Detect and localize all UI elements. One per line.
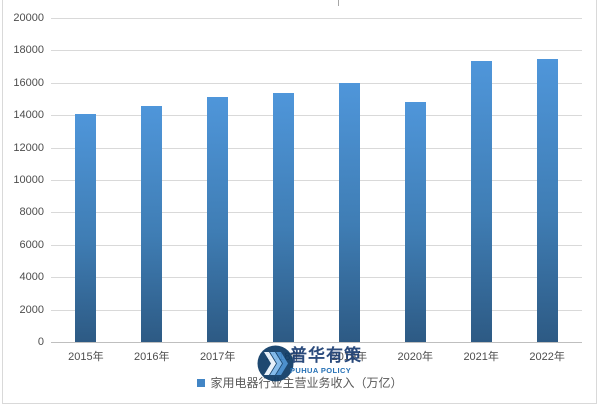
y-tick-label: 4000 xyxy=(19,271,44,284)
gridline xyxy=(51,115,582,117)
watermark-en-name: PUHUA POLICY xyxy=(290,366,352,375)
watermark-text: 普华有策 PUHUA POLICY xyxy=(290,345,362,382)
legend-label: 家用电器行业主营业务收入（万亿） xyxy=(210,376,403,390)
bar-2018 xyxy=(273,93,295,342)
y-tick-label: 6000 xyxy=(19,238,44,251)
y-tick-label: 8000 xyxy=(19,206,44,219)
y-tick-label: 10000 xyxy=(13,174,44,186)
puhua-policy-watermark: 普华有策 PUHUA POLICY xyxy=(257,345,362,382)
bar-2020 xyxy=(404,102,426,342)
gridline xyxy=(51,180,582,181)
gridline xyxy=(51,277,582,279)
y-tick-label: 16000 xyxy=(13,76,44,89)
x-tick-label-2021: 2021年 xyxy=(463,351,499,363)
bar-2016 xyxy=(141,105,163,342)
gridline xyxy=(51,309,582,311)
x-tick-label-2020: 2020年 xyxy=(397,351,434,363)
gridline xyxy=(51,147,582,149)
puhua-logo-icon xyxy=(257,345,294,382)
gridline xyxy=(51,50,582,52)
x-tick-label-2019: 2019年 xyxy=(331,351,368,363)
y-tick-label: 0 xyxy=(37,336,44,348)
y-tick-label: 12000 xyxy=(13,141,44,154)
x-tick-label-2015: 2015年 xyxy=(68,351,104,363)
bar-2022 xyxy=(536,58,558,342)
bar-2019 xyxy=(338,82,360,342)
y-tick-label: 14000 xyxy=(13,109,44,122)
gridline xyxy=(51,244,582,246)
x-tick-label-2016: 2016年 xyxy=(134,351,170,363)
legend: 家用电器行业主营业务收入（万亿） xyxy=(0,374,600,391)
gridline xyxy=(51,212,582,214)
x-tick-label-2022: 2022年 xyxy=(529,351,565,363)
gridline xyxy=(51,82,582,84)
bar-2017 xyxy=(207,97,229,342)
top-border-tick xyxy=(338,0,339,6)
x-axis-line xyxy=(51,342,582,343)
bar-2015 xyxy=(75,113,97,342)
y-tick-label: 2000 xyxy=(19,303,44,316)
y-tick-label: 18000 xyxy=(13,44,44,57)
legend-marker xyxy=(197,379,206,387)
y-tick-label: 20000 xyxy=(13,12,44,24)
x-tick-label-2017: 2017年 xyxy=(199,351,236,363)
bar-2021 xyxy=(470,61,492,342)
watermark-cn-name: 普华有策 xyxy=(290,346,362,365)
gridline xyxy=(51,18,582,19)
